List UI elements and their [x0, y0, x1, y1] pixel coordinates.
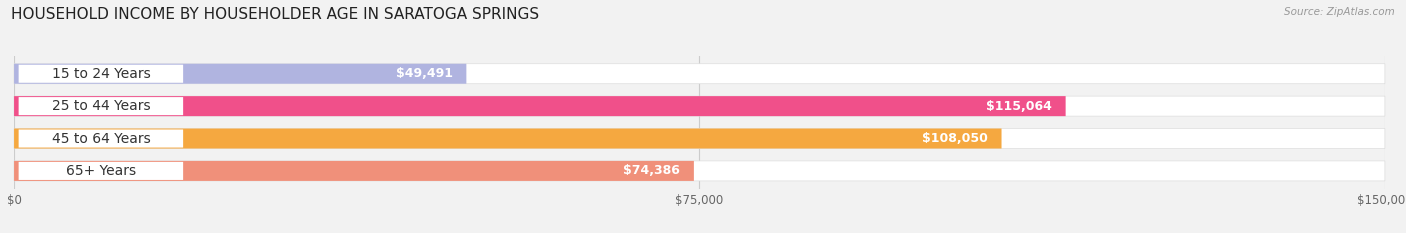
Text: $49,491: $49,491 [395, 67, 453, 80]
FancyBboxPatch shape [14, 161, 695, 181]
Text: Source: ZipAtlas.com: Source: ZipAtlas.com [1284, 7, 1395, 17]
FancyBboxPatch shape [18, 162, 183, 180]
FancyBboxPatch shape [14, 96, 1066, 116]
Text: 25 to 44 Years: 25 to 44 Years [52, 99, 150, 113]
Text: $108,050: $108,050 [922, 132, 988, 145]
Text: 65+ Years: 65+ Years [66, 164, 136, 178]
Text: 15 to 24 Years: 15 to 24 Years [52, 67, 150, 81]
Text: 45 to 64 Years: 45 to 64 Years [52, 131, 150, 146]
FancyBboxPatch shape [18, 130, 183, 147]
Text: HOUSEHOLD INCOME BY HOUSEHOLDER AGE IN SARATOGA SPRINGS: HOUSEHOLD INCOME BY HOUSEHOLDER AGE IN S… [11, 7, 540, 22]
FancyBboxPatch shape [14, 161, 1385, 181]
FancyBboxPatch shape [14, 129, 1001, 148]
Text: $115,064: $115,064 [986, 100, 1052, 113]
FancyBboxPatch shape [14, 96, 1385, 116]
FancyBboxPatch shape [14, 129, 1385, 148]
FancyBboxPatch shape [18, 65, 183, 83]
FancyBboxPatch shape [14, 64, 467, 84]
Text: $74,386: $74,386 [623, 164, 681, 177]
FancyBboxPatch shape [14, 64, 1385, 84]
FancyBboxPatch shape [18, 97, 183, 115]
